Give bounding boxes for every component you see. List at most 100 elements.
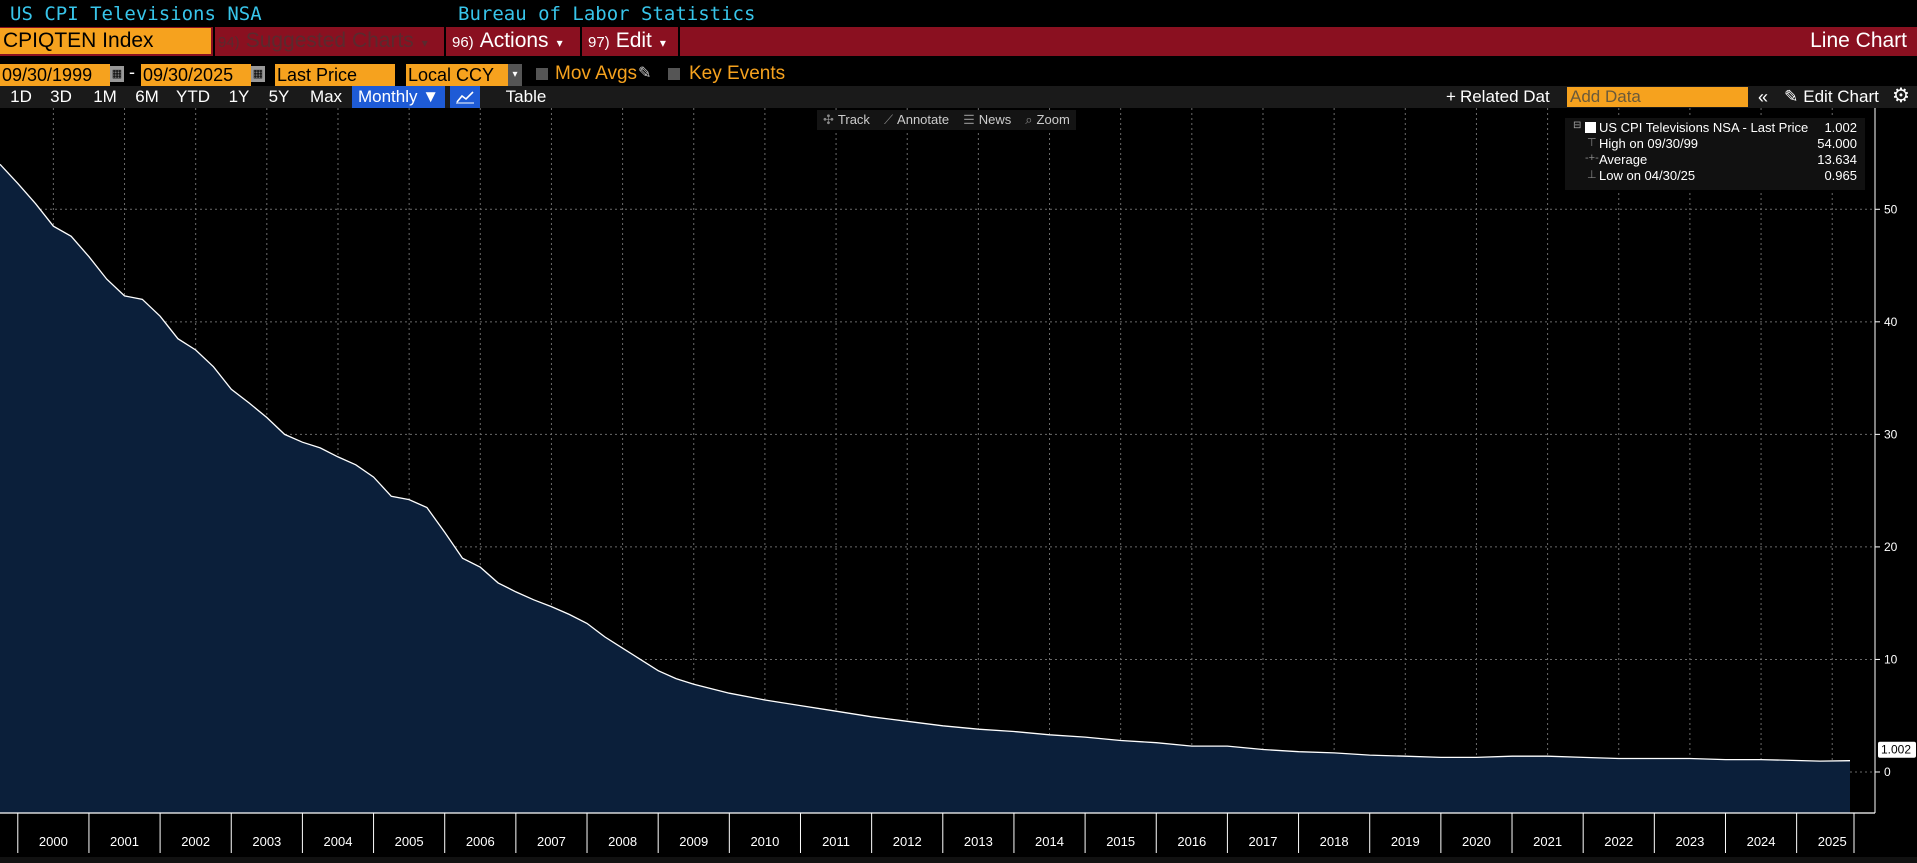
data-source: Bureau of Labor Statistics [458,3,756,25]
period-ytd[interactable]: YTD [176,87,210,106]
crosshair-icon: ✣ [823,112,834,127]
x-tick-label: 2015 [1106,834,1135,849]
line-chart-icon[interactable] [450,86,480,108]
ticker-input[interactable]: CPIQTEN Index [0,28,211,54]
period-5y[interactable]: 5Y [268,87,290,106]
series-area [0,164,1850,814]
price-chart[interactable]: 0 10 20 30 40 50 1.002 2000 2001 2002 2003 2004 2005… [0,108,1917,857]
edit-chart-label: Edit Chart [1803,87,1879,106]
command-bar [0,27,1917,56]
track-tool[interactable]: ✣ Track [823,112,870,127]
annotate-icon: ⟋ [883,112,894,127]
related-data-button[interactable]: + Related Dat [1446,86,1550,108]
x-tick-label: 2009 [679,834,708,849]
legend-series-row[interactable]: US CPI Televisions NSA - Last Price 1.002 [1599,120,1857,135]
period-max[interactable]: Max [309,87,343,106]
x-tick-label: 2022 [1604,834,1633,849]
field-select[interactable]: Last Price [275,64,395,86]
period-1m[interactable]: 1M [93,87,117,106]
x-tick-label: 2024 [1747,834,1776,849]
suggested-charts-menu[interactable]: 94) Suggested Charts ▾ [218,28,428,54]
suggested-charts-number: 94) [218,34,240,51]
security-name: US CPI Televisions NSA [10,3,262,25]
x-tick-label: 2013 [964,834,993,849]
period-3d[interactable]: 3D [50,87,72,106]
annotate-tool[interactable]: ⟋ Annotate [883,112,950,127]
collapse-icon[interactable]: « [1758,87,1769,107]
legend-toggle-icon[interactable]: ⊟ [1573,120,1582,131]
key-events-label[interactable]: Key Events [689,63,786,84]
x-tick-label: 2001 [110,834,139,849]
end-date-input[interactable]: 09/30/2025 [141,64,251,86]
x-tick-label: 2000 [39,834,68,849]
menu-divider [213,27,215,56]
x-tick-label: 2018 [1320,834,1349,849]
menu-divider [678,27,680,56]
chart-tools: ✣ Track ⟋ Annotate ☰ News ⌕ Zoom [817,110,1076,130]
news-tool[interactable]: ☰ News [963,112,1012,127]
x-tick-label: 2017 [1249,834,1278,849]
average-marker-icon: -+- [1585,152,1599,164]
legend-average-row: Average 13.634 [1599,152,1857,167]
zoom-tool[interactable]: ⌕ Zoom [1025,112,1070,127]
y-tick-label: 20 [1884,540,1898,554]
status-strip [0,857,1917,863]
y-tick-label: 50 [1884,202,1898,216]
calendar-icon[interactable]: ▦ [110,66,124,82]
chart-type-label: Line Chart [1810,29,1907,52]
plus-icon: + [1446,87,1456,106]
frequency-select[interactable]: Monthly ▼ [352,86,445,108]
suggested-charts-label: Suggested Charts [245,29,414,52]
x-tick-label: 2023 [1675,834,1704,849]
chevron-down-icon: ▾ [659,36,666,50]
mov-avgs-label[interactable]: Mov Avgs [555,63,638,84]
start-date-input[interactable]: 09/30/1999 [0,64,110,86]
x-tick-label: 2004 [324,834,353,849]
x-tick-label: 2003 [252,834,281,849]
calendar-icon[interactable]: ▦ [251,66,265,82]
y-tick-label: 40 [1884,315,1898,329]
x-tick-label: 2006 [466,834,495,849]
high-marker-icon: ⊤ [1587,137,1597,149]
series-line[interactable] [0,163,1851,762]
pencil-icon[interactable]: ✎ [638,65,652,82]
actions-menu[interactable]: 96) Actions ▾ [452,28,563,54]
legend-high-row: High on 09/30/99 54.000 [1599,136,1857,151]
x-tick-label: 2002 [181,834,210,849]
actions-label: Actions [479,29,549,52]
y-tick-label: 0 [1884,765,1891,779]
x-tick-label: 2021 [1533,834,1562,849]
table-view-button[interactable]: Table [505,87,547,106]
gear-icon[interactable]: ⚙ [1892,85,1910,107]
edit-chart-button[interactable]: ✎ Edit Chart [1784,86,1879,108]
news-icon: ☰ [963,112,975,127]
menu-divider [444,27,446,56]
x-tick-label: 2008 [608,834,637,849]
x-tick-label: 2025 [1818,834,1847,849]
add-data-input[interactable]: Add Data [1567,87,1748,107]
series-swatch [1585,122,1596,133]
x-tick-label: 2011 [822,834,850,849]
y-tick-label: 30 [1884,427,1898,441]
chart-legend: ⊟ US CPI Televisions NSA - Last Price 1.0… [1565,118,1865,190]
zoom-icon: ⌕ [1025,112,1033,127]
period-6m[interactable]: 6M [135,87,159,106]
edit-menu[interactable]: 97) Edit ▾ [588,28,666,54]
period-1d[interactable]: 1D [10,87,32,106]
key-events-checkbox[interactable] [668,68,680,80]
x-tick-label: 2012 [893,834,922,849]
currency-select[interactable]: Local CCY [406,64,508,86]
x-tick-label: 2014 [1035,834,1064,849]
chevron-down-icon[interactable]: ▾ [508,64,522,86]
x-tick-label: 2019 [1391,834,1420,849]
edit-label: Edit [615,29,652,52]
edit-number: 97) [588,34,610,51]
low-marker-icon: ⊥ [1587,169,1597,181]
date-separator: - [129,62,135,82]
x-tick-label: 2020 [1462,834,1491,849]
pencil-icon: ✎ [1784,87,1799,106]
period-1y[interactable]: 1Y [228,87,250,106]
actions-number: 96) [452,34,474,51]
last-value-badge [1878,741,1916,758]
mov-avgs-checkbox[interactable] [536,68,548,80]
